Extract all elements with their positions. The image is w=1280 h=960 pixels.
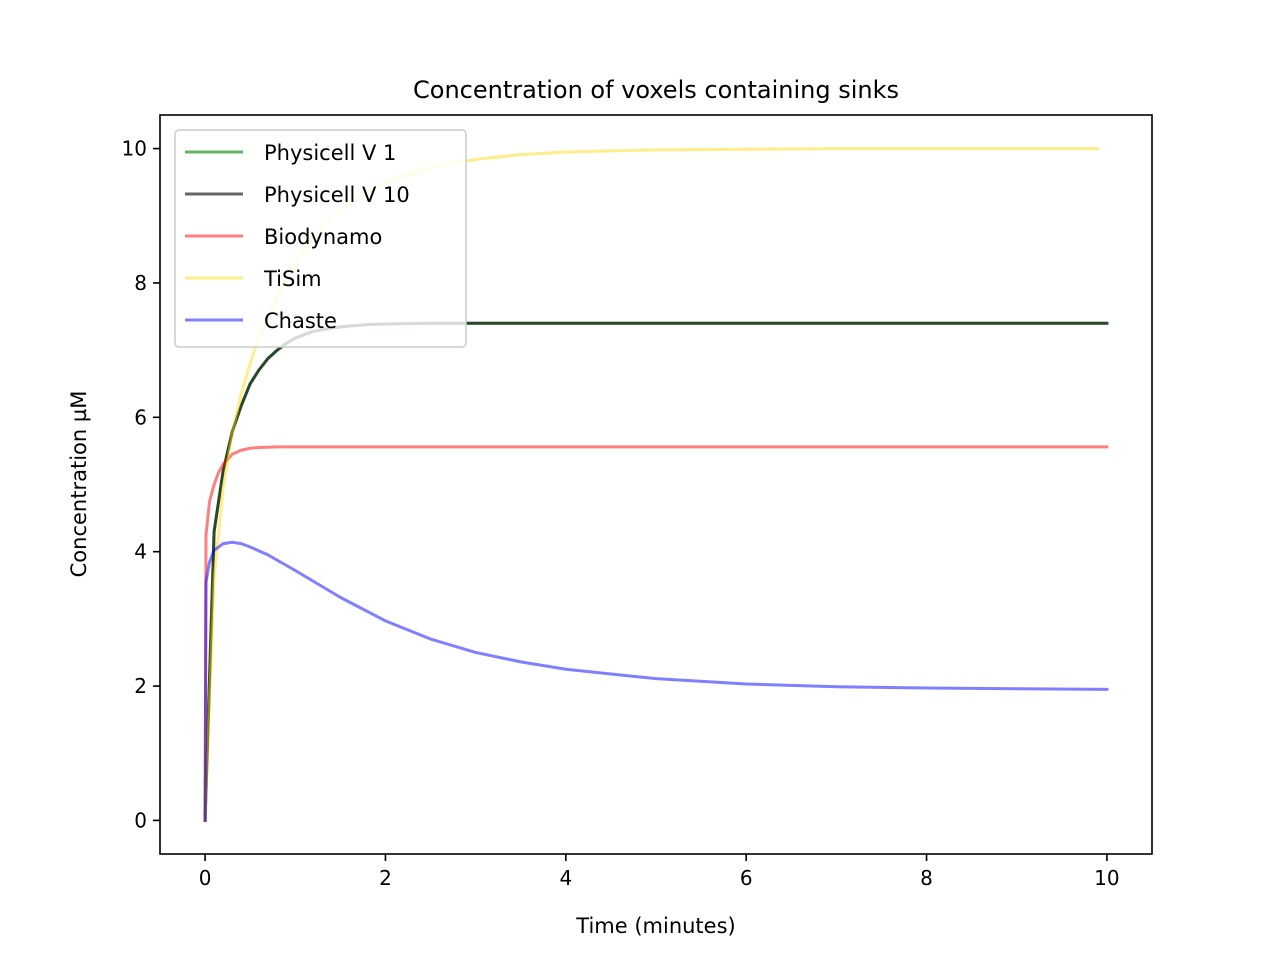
legend-label-3: Biodynamo [264,225,382,249]
y-tick-label: 6 [134,405,147,429]
y-tick-label: 4 [134,540,147,564]
legend-label-1: Physicell V 1 [264,141,396,165]
x-axis-label: Time (minutes) [575,914,735,938]
series-line-3 [203,445,1109,822]
series-line-5 [203,540,1109,822]
legend: Physicell V 1 Physicell V 10 Biodynamo TiSi… [174,129,467,348]
x-tick-label: 0 [199,866,212,890]
x-tick-label: 8 [920,866,933,890]
legend-label-4: TiSim [263,267,322,291]
x-tick-label: 2 [379,866,392,890]
x-axis-ticks: 0 2 4 6 8 10 [199,854,1120,890]
legend-box [174,129,467,348]
legend-label-5: Chaste [264,309,337,333]
y-tick-label: 2 [134,674,147,698]
x-tick-label: 6 [740,866,753,890]
y-axis-label: Concentration µM [67,391,91,578]
plot-frame [159,114,1153,855]
legend-label-2: Physicell V 10 [264,183,410,207]
x-tick-label: 10 [1094,866,1119,890]
x-tick-label: 4 [559,866,572,890]
chart-title: Concentration of voxels containing sinks [413,76,899,104]
y-tick-label: 0 [134,808,147,832]
y-tick-label: 10 [122,137,147,161]
y-axis-ticks: 0 2 4 6 8 10 [122,137,160,832]
y-tick-label: 8 [134,271,147,295]
